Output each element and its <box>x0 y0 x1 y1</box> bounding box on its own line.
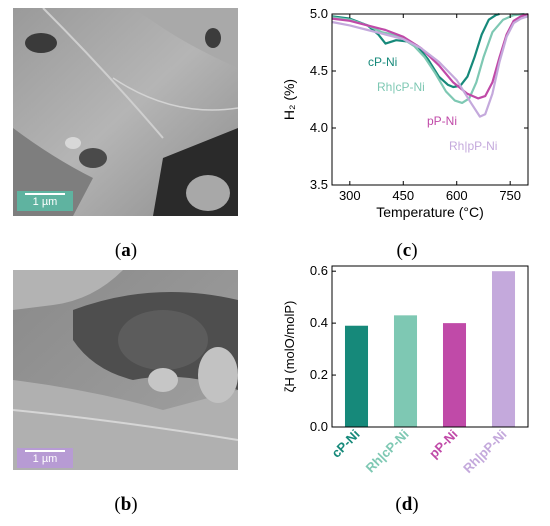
panel-letter-c: (c) <box>396 240 418 261</box>
y-tick-label-0: 0.0 <box>310 419 328 434</box>
category-label-2: pP-Ni <box>426 427 461 462</box>
y-tick-label-2: 4.5 <box>310 63 328 78</box>
series-label-0: cP-Ni <box>368 55 397 69</box>
y-tick-label-1: 0.2 <box>310 367 328 382</box>
scale-bar-b-line <box>25 450 65 452</box>
panel-letter-d-text: d <box>401 494 413 515</box>
panel-letter-b-text: b <box>120 494 132 515</box>
x-tick-label-0: 300 <box>339 188 361 203</box>
x-tick-label-3: 750 <box>499 188 521 203</box>
y-axis-label: ζH (molO/molP) <box>282 301 297 393</box>
x-axis-label: Temperature (°C) <box>376 204 484 220</box>
plot-frame <box>331 13 529 186</box>
sem-image-b-graphic <box>13 270 238 470</box>
panel-letter-a: (a) <box>114 240 138 261</box>
bar-1 <box>393 315 418 427</box>
series-line-1 <box>331 12 525 105</box>
x-tick-label-2: 600 <box>446 188 468 203</box>
scale-bar-b: 1 µm <box>17 448 73 468</box>
bar-0 <box>344 325 369 427</box>
y-tick-label-1: 4.0 <box>310 120 328 135</box>
category-label-3: Rh|pP-Ni <box>460 427 509 476</box>
y-tick-label-3: 0.6 <box>310 263 328 278</box>
sem-image-b: 1 µm <box>13 270 238 470</box>
scale-bar-b-label: 1 µm <box>32 453 58 465</box>
scale-bar-a-label: 1 µm <box>32 196 58 208</box>
bar-2 <box>442 323 467 427</box>
zeta-h-bar-chart: cP-Ni Rh|cP-Ni pP-Ni Rh|pP-Ni 0.0 0.2 0.4 0.6 ζH… <box>282 263 529 476</box>
panel-letter-d: (d) <box>395 494 419 515</box>
panel-letter-c-text: c <box>402 240 412 261</box>
sem-image-a: 1 µm <box>13 8 238 216</box>
panel-letter-a-text: a <box>121 240 131 261</box>
x-tick-label-1: 450 <box>392 188 414 203</box>
scale-bar-a: 1 µm <box>17 191 73 211</box>
series-line-3 <box>331 15 529 118</box>
sem-image-a-graphic <box>13 8 238 216</box>
series-label-2: pP-Ni <box>427 114 457 128</box>
category-label-1: Rh|cP-Ni <box>363 427 412 476</box>
y-tick-label-3: 5.0 <box>310 6 328 21</box>
scale-bar-a-line <box>25 193 65 195</box>
series-label-1: Rh|cP-Ni <box>377 80 425 94</box>
h2-tpr-line-chart: cP-Ni Rh|cP-Ni pP-Ni Rh|pP-Ni 300 450 600 750 3.… <box>282 6 529 220</box>
y-tick-label-0: 3.5 <box>310 177 328 192</box>
series-line-0 <box>331 12 500 89</box>
series-label-3: Rh|pP-Ni <box>449 139 497 153</box>
plot-frame <box>331 265 529 428</box>
y-tick-label-2: 0.4 <box>310 315 328 330</box>
y-axis-label: H₂ (%) <box>282 79 297 120</box>
category-label-0: cP-Ni <box>329 427 363 461</box>
bar-3 <box>491 271 516 427</box>
panel-letter-b: (b) <box>114 494 138 515</box>
